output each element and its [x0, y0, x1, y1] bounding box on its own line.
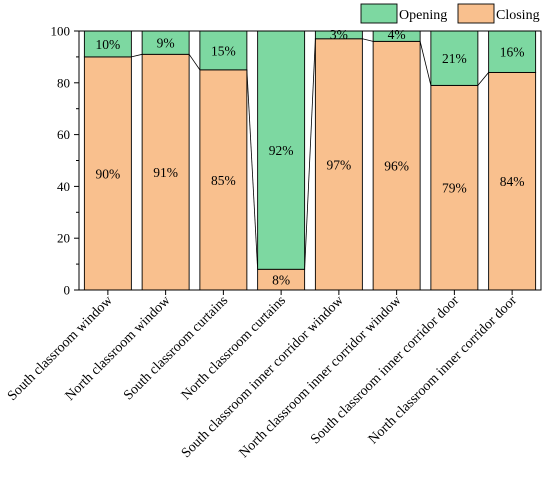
bar-opening-1	[83, 30, 132, 58]
connector-line-7	[477, 72, 489, 86]
connector-line-4	[304, 38, 316, 270]
legend-label-closing: Closing	[496, 8, 540, 23]
data-label-opening-4: 92%	[269, 143, 294, 158]
data-label-closing-3: 85%	[211, 173, 236, 188]
bar-closing-6	[372, 40, 421, 291]
bar-closing-3	[199, 69, 248, 291]
connector-line-1	[131, 53, 143, 58]
data-label-closing-5: 97%	[327, 157, 352, 172]
connector-line-6	[419, 41, 432, 86]
category-label-4: North classroom curtains	[179, 293, 289, 403]
bar-closing-7	[430, 84, 479, 291]
connector-line-5	[362, 38, 374, 42]
data-label-opening-7: 21%	[442, 51, 467, 66]
data-label-closing-2: 91%	[153, 165, 178, 180]
data-label-closing-7: 79%	[442, 181, 467, 196]
legend-swatch-closing	[457, 3, 495, 24]
data-label-closing-4: 8%	[272, 273, 290, 288]
data-label-opening-1: 10%	[96, 37, 121, 52]
data-label-closing-8: 84%	[500, 174, 525, 189]
data-label-closing-1: 90%	[96, 166, 121, 181]
data-label-opening-2: 9%	[157, 36, 175, 51]
data-label-opening-6: 4%	[388, 27, 406, 42]
category-label-3: South classroom curtains	[121, 293, 231, 403]
legend-swatch-opening	[360, 3, 398, 24]
data-label-opening-8: 16%	[500, 45, 525, 60]
connector-line-3	[246, 69, 259, 270]
legend-label-opening: Opening	[399, 8, 447, 23]
y-tick-label-40: 40	[57, 179, 70, 194]
data-label-opening-3: 15%	[211, 43, 236, 58]
category-label-1: South classroom window	[5, 293, 116, 404]
data-label-closing-6: 96%	[384, 159, 409, 174]
bar-opening-4	[257, 30, 306, 270]
bar-closing-8	[488, 71, 537, 291]
bar-opening-8	[488, 30, 537, 73]
y-tick-label-80: 80	[57, 75, 70, 90]
bar-closing-1	[83, 56, 132, 291]
connector-line-2	[188, 54, 201, 71]
y-tick-label-20: 20	[57, 231, 70, 246]
category-label-2: North classroom window	[63, 293, 174, 404]
legend: Opening Closing	[360, 3, 540, 24]
y-tick-label-100: 100	[51, 24, 71, 39]
bars-layer	[83, 30, 537, 291]
bar-opening-3	[199, 30, 248, 71]
y-tick-label-60: 60	[57, 127, 70, 142]
bar-closing-5	[314, 38, 363, 291]
y-tick-label-0: 0	[64, 283, 71, 298]
data-label-opening-5: 3%	[330, 27, 348, 42]
y-axis: 0 20 40 60 80 100	[51, 24, 79, 298]
connector-lines	[131, 38, 489, 270]
